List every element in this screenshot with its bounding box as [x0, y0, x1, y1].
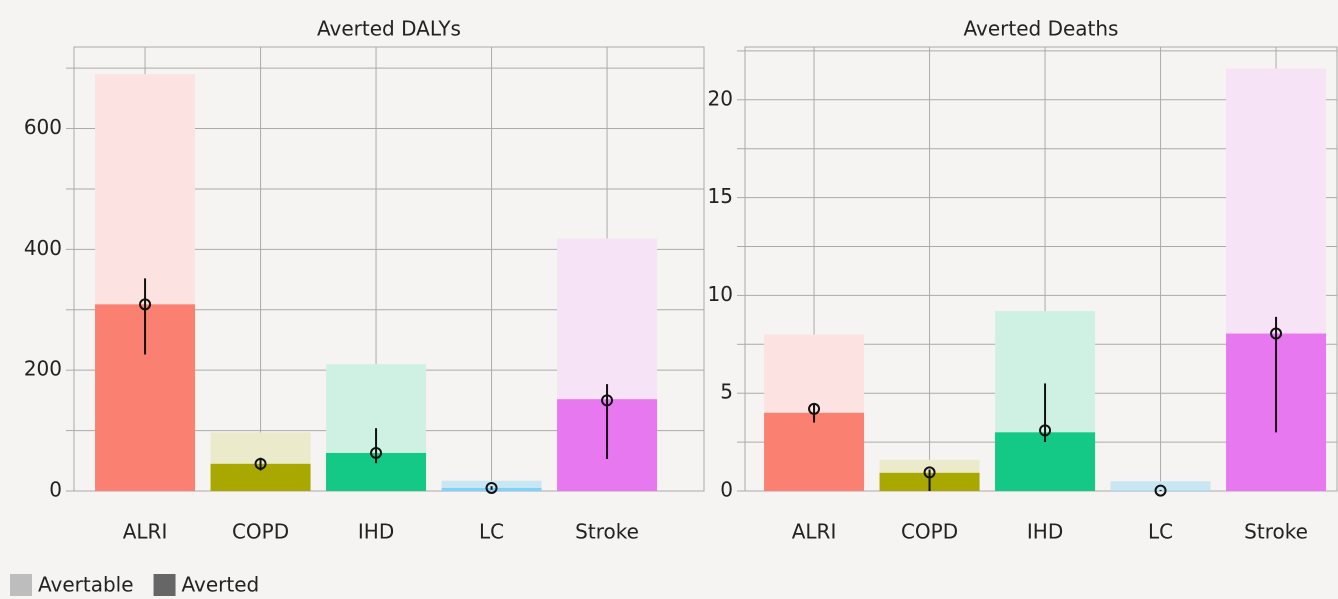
point-marker	[923, 466, 936, 479]
point-marker	[1270, 327, 1283, 340]
point-marker	[139, 298, 152, 311]
y-tick-label: 600	[24, 115, 62, 139]
x-tick-label: IHD	[358, 520, 394, 544]
legend-label: Avertable	[38, 573, 134, 597]
y-tick-label: 400	[24, 236, 62, 260]
chart-title: Averted DALYs	[317, 17, 461, 41]
chart-title: Averted Deaths	[964, 17, 1119, 41]
x-tick-label: COPD	[232, 520, 289, 544]
point-marker	[601, 394, 614, 407]
x-tick-label: Stroke	[575, 520, 639, 544]
bar	[764, 412, 865, 491]
y-tick-label: 15	[708, 184, 733, 208]
x-tick-label: IHD	[1027, 520, 1063, 544]
x-tick-label: COPD	[901, 520, 958, 544]
x-tick-label: Stroke	[1244, 520, 1308, 544]
legend-swatch	[153, 574, 176, 596]
point-marker	[485, 481, 498, 494]
x-tick-label: LC	[1148, 520, 1173, 544]
point-marker	[1039, 424, 1052, 437]
y-tick-label: 200	[24, 357, 62, 381]
point-marker	[254, 457, 267, 470]
point-marker	[808, 402, 821, 415]
y-tick-label: 5	[720, 380, 733, 404]
point-marker	[370, 446, 383, 459]
legend-label: Averted	[182, 573, 260, 597]
x-tick-label: LC	[479, 520, 504, 544]
point-marker	[1154, 484, 1167, 497]
x-tick-label: ALRI	[123, 520, 168, 544]
x-tick-label: ALRI	[792, 520, 837, 544]
y-tick-label: 20	[708, 86, 733, 110]
legend-swatch	[10, 574, 32, 596]
y-tick-label: 0	[49, 478, 62, 502]
y-tick-label: 10	[708, 282, 733, 306]
y-tick-label: 0	[720, 478, 733, 502]
bar	[441, 480, 542, 491]
